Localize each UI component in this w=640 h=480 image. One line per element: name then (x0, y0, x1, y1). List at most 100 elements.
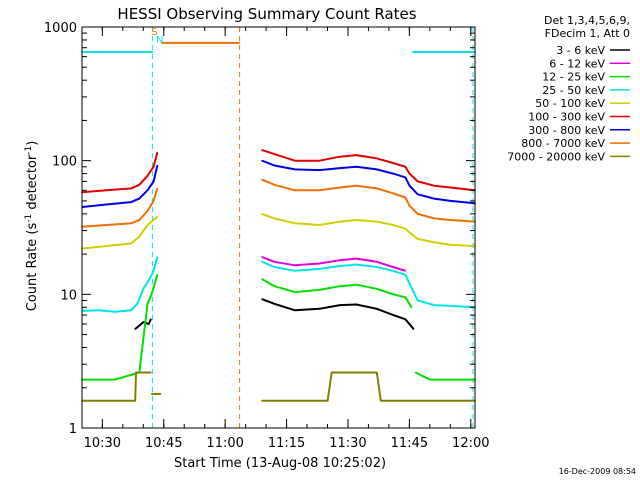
series-2-point (318, 262, 321, 265)
series-7-point (273, 164, 276, 167)
footer-timestamp: 16-Dec-2009 08:54 (559, 467, 636, 476)
series-4-point (136, 303, 139, 305)
series-1-segment-2 (261, 298, 415, 330)
axes: 10:30 10:45 11:00 11:15 11:30 11:45 12:00 1 10 10… (44, 21, 490, 451)
series-6-point (273, 153, 276, 155)
series-4 (81, 51, 476, 313)
series-2-point (294, 264, 296, 267)
series-8-point (146, 210, 149, 212)
series-3-point (150, 293, 153, 296)
series-8-point (318, 189, 321, 192)
series-5-point (294, 222, 296, 225)
series-5 (81, 212, 476, 250)
series-2-point (261, 256, 263, 258)
series-3-point (339, 285, 341, 288)
series-5-point (416, 238, 419, 240)
series-9-point (134, 399, 136, 402)
series-4-point (97, 309, 100, 312)
series-7-point (404, 176, 407, 179)
series-3-point (429, 378, 431, 381)
series-9-point (150, 393, 153, 395)
x-axis-label: Start Time (13-Aug-08 10:25:02) (174, 456, 386, 471)
series-5-segment-1 (81, 216, 158, 250)
series-1-point (392, 314, 394, 316)
series-1-point (339, 304, 341, 306)
series-2-point (339, 259, 341, 262)
series-9-point (261, 399, 263, 402)
series-4-point (339, 265, 341, 267)
series-4-point (376, 266, 378, 268)
series-4-point (130, 309, 132, 312)
series-8-point (130, 222, 132, 225)
series-1-point (376, 308, 378, 310)
series-6-point (449, 186, 452, 189)
series-6-point (146, 175, 149, 177)
y-tick-label: 10 (60, 288, 77, 303)
series-3-point (404, 296, 407, 299)
series-8-point (449, 219, 452, 221)
series-8-point (294, 189, 296, 192)
series-3-point (114, 378, 116, 381)
series-7-segment-2 (261, 159, 476, 205)
series-4-point (273, 266, 276, 268)
series-9-segment-1 (82, 371, 151, 402)
x-tick-label: 11:30 (329, 436, 366, 451)
series-6-point (261, 149, 263, 151)
legend-label: 800 - 7000 keV (521, 137, 605, 150)
legend-label: 300 - 800 keV (528, 124, 605, 137)
series-5-point (376, 220, 378, 223)
legend-label: 25 - 50 keV (542, 84, 605, 97)
series-5-point (355, 219, 358, 221)
series-2 (261, 256, 407, 272)
series-4-point (412, 51, 414, 53)
series-5-point (433, 241, 435, 244)
y-tick-label: 1000 (44, 21, 77, 36)
series-3-point (414, 371, 417, 374)
series-8-point (433, 217, 435, 220)
series-8-segment-2 (261, 178, 476, 223)
series-5-point (404, 227, 407, 230)
series-5-point (156, 216, 159, 218)
series-7-point (449, 200, 452, 202)
series-6-point (130, 187, 132, 190)
x-tick-label: 10:45 (145, 436, 182, 451)
series-6-point (156, 151, 159, 154)
series-8-point (273, 184, 276, 186)
series-8-point (408, 204, 411, 207)
series-3-point (410, 306, 413, 309)
legend: Det 1,3,4,5,6,9, FDecim 1, Att 0 3 - 6 k… (507, 14, 630, 163)
series-1-point (355, 303, 358, 306)
series-4-point (261, 261, 263, 263)
series-7-point (152, 180, 155, 183)
series-5-point (261, 213, 263, 215)
series-6-point (152, 166, 155, 168)
series-5-point (138, 235, 141, 238)
series-2-point (376, 261, 378, 263)
series-2-point (392, 266, 394, 268)
series-8 (81, 41, 476, 228)
series-1 (134, 298, 415, 330)
series-8-point (339, 186, 341, 189)
series-5-point (408, 231, 411, 234)
series-7-point (146, 189, 149, 192)
series-9-point (380, 399, 382, 402)
series-4-point (114, 311, 116, 313)
series-1-point (294, 309, 296, 312)
legend-header-line-2: FDecim 1, Att 0 (545, 27, 630, 40)
series-8-point (404, 196, 407, 199)
series-3 (81, 274, 476, 381)
y-axis-label: Count Rate (s-1 detector-1) (24, 141, 40, 312)
series-9-point (330, 371, 333, 374)
series-6-segment-1 (81, 152, 159, 194)
series-3-point (146, 303, 149, 305)
series-4-point (408, 282, 411, 285)
series-4-point (433, 304, 435, 306)
series-7-point (433, 197, 435, 200)
legend-label: 3 - 6 keV (556, 44, 605, 57)
series-1-point (150, 318, 152, 321)
series-1-point (134, 328, 136, 330)
series-3-point (273, 285, 276, 288)
series-6-point (376, 157, 378, 160)
series-7-point (105, 203, 108, 206)
series-5-point (146, 224, 149, 226)
